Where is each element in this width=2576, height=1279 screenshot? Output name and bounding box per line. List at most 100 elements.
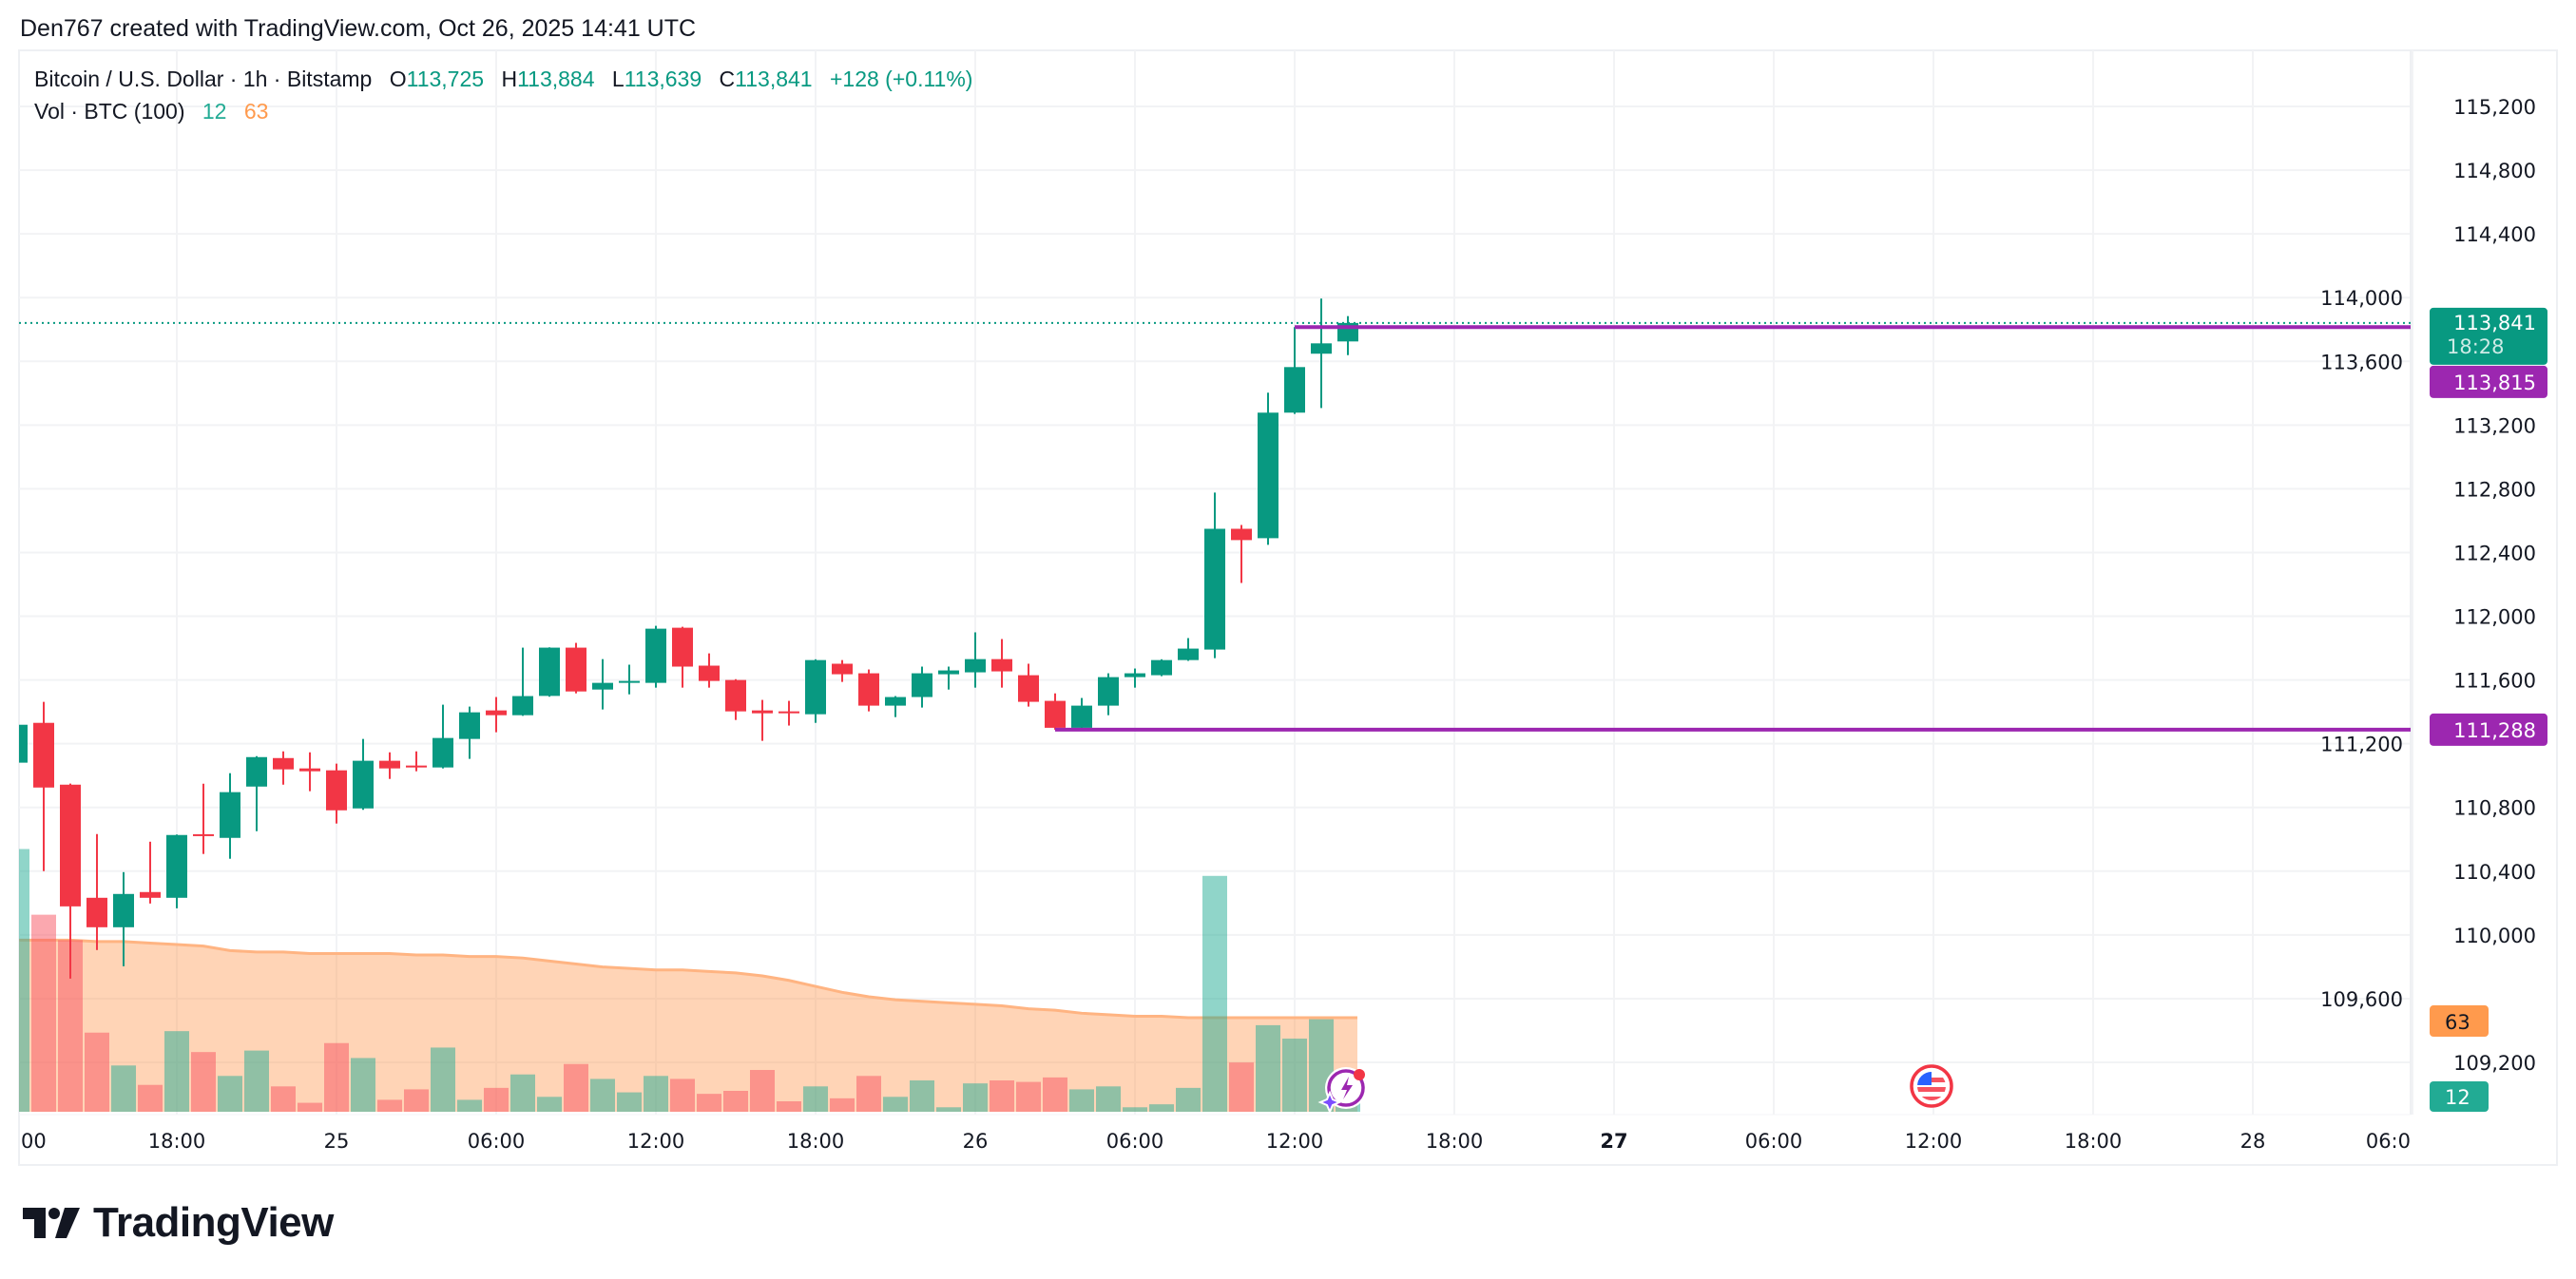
time-axis[interactable]: 00 18:00 25 06:00 12:00 18:00 26 06:00 12:00 18:0… — [21, 1130, 2411, 1153]
volume-bar — [191, 1052, 216, 1112]
time-axis-label: 12:00 — [627, 1130, 685, 1153]
candle[interactable] — [486, 697, 507, 733]
time-axis-label: 12:00 — [1905, 1130, 1963, 1153]
volume-bar — [963, 1083, 988, 1112]
candle[interactable] — [832, 659, 853, 682]
candle-body — [779, 711, 799, 714]
candle[interactable] — [140, 841, 161, 904]
candle[interactable] — [273, 751, 294, 785]
volume-bar — [404, 1089, 429, 1112]
tradingview-logo-icon — [23, 1208, 80, 1238]
volume-bar — [617, 1092, 642, 1112]
candle[interactable] — [87, 833, 107, 950]
candle[interactable] — [1311, 298, 1332, 409]
candle-body — [832, 663, 853, 675]
candle[interactable] — [60, 783, 81, 979]
candle[interactable] — [965, 632, 986, 688]
candle[interactable] — [1071, 697, 1092, 730]
candle-body — [1258, 412, 1278, 539]
tradingview-logo[interactable]: TradingView — [23, 1199, 334, 1247]
candle[interactable] — [592, 659, 613, 710]
candle-body — [885, 697, 906, 706]
candle[interactable] — [699, 653, 720, 688]
price-axis-label: 112,800 — [2453, 478, 2536, 501]
symbol-legend[interactable]: Bitcoin / U.S. Dollar · 1h · Bitstamp O1… — [34, 67, 972, 92]
price-axis[interactable]: 115,200 114,800 114,400 114,000 113,600 113,2… — [2320, 96, 2536, 1075]
candle[interactable] — [619, 664, 640, 695]
volume-value: 12 — [202, 99, 227, 124]
candle[interactable] — [938, 666, 959, 690]
candle[interactable] — [539, 647, 560, 697]
candle[interactable] — [299, 752, 320, 792]
candle[interactable] — [326, 763, 347, 824]
candle-body — [246, 756, 267, 787]
volume-bar — [271, 1086, 296, 1112]
volume-bar — [298, 1102, 322, 1112]
candle[interactable] — [1284, 327, 1305, 414]
lightning-sparkle-icon[interactable] — [1317, 1067, 1367, 1115]
candle[interactable] — [1018, 663, 1039, 707]
candle[interactable] — [379, 752, 400, 779]
volume-bar — [936, 1107, 961, 1112]
price-axis-label: 114,000 — [2320, 287, 2403, 310]
candle-body — [1204, 528, 1225, 650]
candle[interactable] — [166, 834, 187, 908]
candle[interactable] — [1178, 638, 1199, 661]
candle[interactable] — [1098, 673, 1119, 716]
symbol-title[interactable]: Bitcoin / U.S. Dollar · 1h · Bitstamp — [34, 67, 373, 91]
candle[interactable] — [725, 678, 746, 720]
candle-body — [1311, 343, 1332, 354]
price-axis-label: 115,200 — [2453, 96, 2536, 119]
volume-bar — [670, 1079, 695, 1112]
candle-body — [193, 833, 214, 836]
attribution-text: Den767 created with TradingView.com, Oct… — [20, 15, 697, 42]
candle[interactable] — [1258, 392, 1278, 545]
volume-bar — [750, 1070, 775, 1112]
candle-body — [991, 659, 1012, 672]
volume-bar — [324, 1042, 349, 1112]
candle[interactable] — [1231, 525, 1252, 583]
candle[interactable] — [1045, 693, 1066, 730]
candle[interactable] — [991, 639, 1012, 688]
price-axis-label: 111,200 — [2320, 734, 2403, 756]
us-flag-icon[interactable] — [1910, 1064, 1953, 1108]
candle[interactable] — [113, 871, 134, 966]
candle[interactable] — [353, 738, 374, 811]
change-value: +128 (+0.11%) — [829, 67, 973, 91]
volume-bar — [883, 1097, 908, 1112]
candle[interactable] — [912, 666, 932, 708]
candle[interactable] — [566, 642, 586, 694]
candle[interactable] — [7, 723, 28, 765]
candle[interactable] — [459, 706, 480, 759]
candle[interactable] — [193, 783, 214, 854]
candle[interactable] — [433, 704, 453, 769]
time-axis-label: 06:00 — [468, 1130, 526, 1153]
volume-title[interactable]: Vol · BTC (100) — [34, 99, 185, 124]
candle[interactable] — [645, 625, 666, 688]
candle[interactable] — [885, 696, 906, 717]
candle[interactable] — [805, 659, 826, 723]
candle[interactable] — [1125, 668, 1145, 688]
volume-bar — [590, 1079, 615, 1112]
volume-bar — [218, 1076, 242, 1112]
price-axis-label: 114,400 — [2453, 223, 2536, 246]
candle[interactable] — [672, 626, 693, 688]
candle[interactable] — [1204, 492, 1225, 659]
candle[interactable] — [858, 669, 879, 712]
volume-bar — [138, 1084, 163, 1112]
candle-body — [699, 665, 720, 681]
candle[interactable] — [220, 773, 240, 859]
candle-body — [1045, 700, 1066, 728]
candle[interactable] — [33, 701, 54, 871]
candle[interactable] — [779, 700, 799, 726]
volume-legend[interactable]: Vol · BTC (100) 12 63 — [34, 99, 268, 124]
candle[interactable] — [246, 755, 267, 831]
volume-bar — [1229, 1062, 1254, 1112]
time-axis-label: 27 — [1600, 1130, 1627, 1153]
candle[interactable] — [512, 647, 533, 716]
horizontal-line-tag — [2430, 713, 2547, 746]
candle[interactable] — [406, 751, 427, 772]
candle[interactable] — [752, 699, 773, 741]
candle[interactable] — [1151, 659, 1172, 677]
